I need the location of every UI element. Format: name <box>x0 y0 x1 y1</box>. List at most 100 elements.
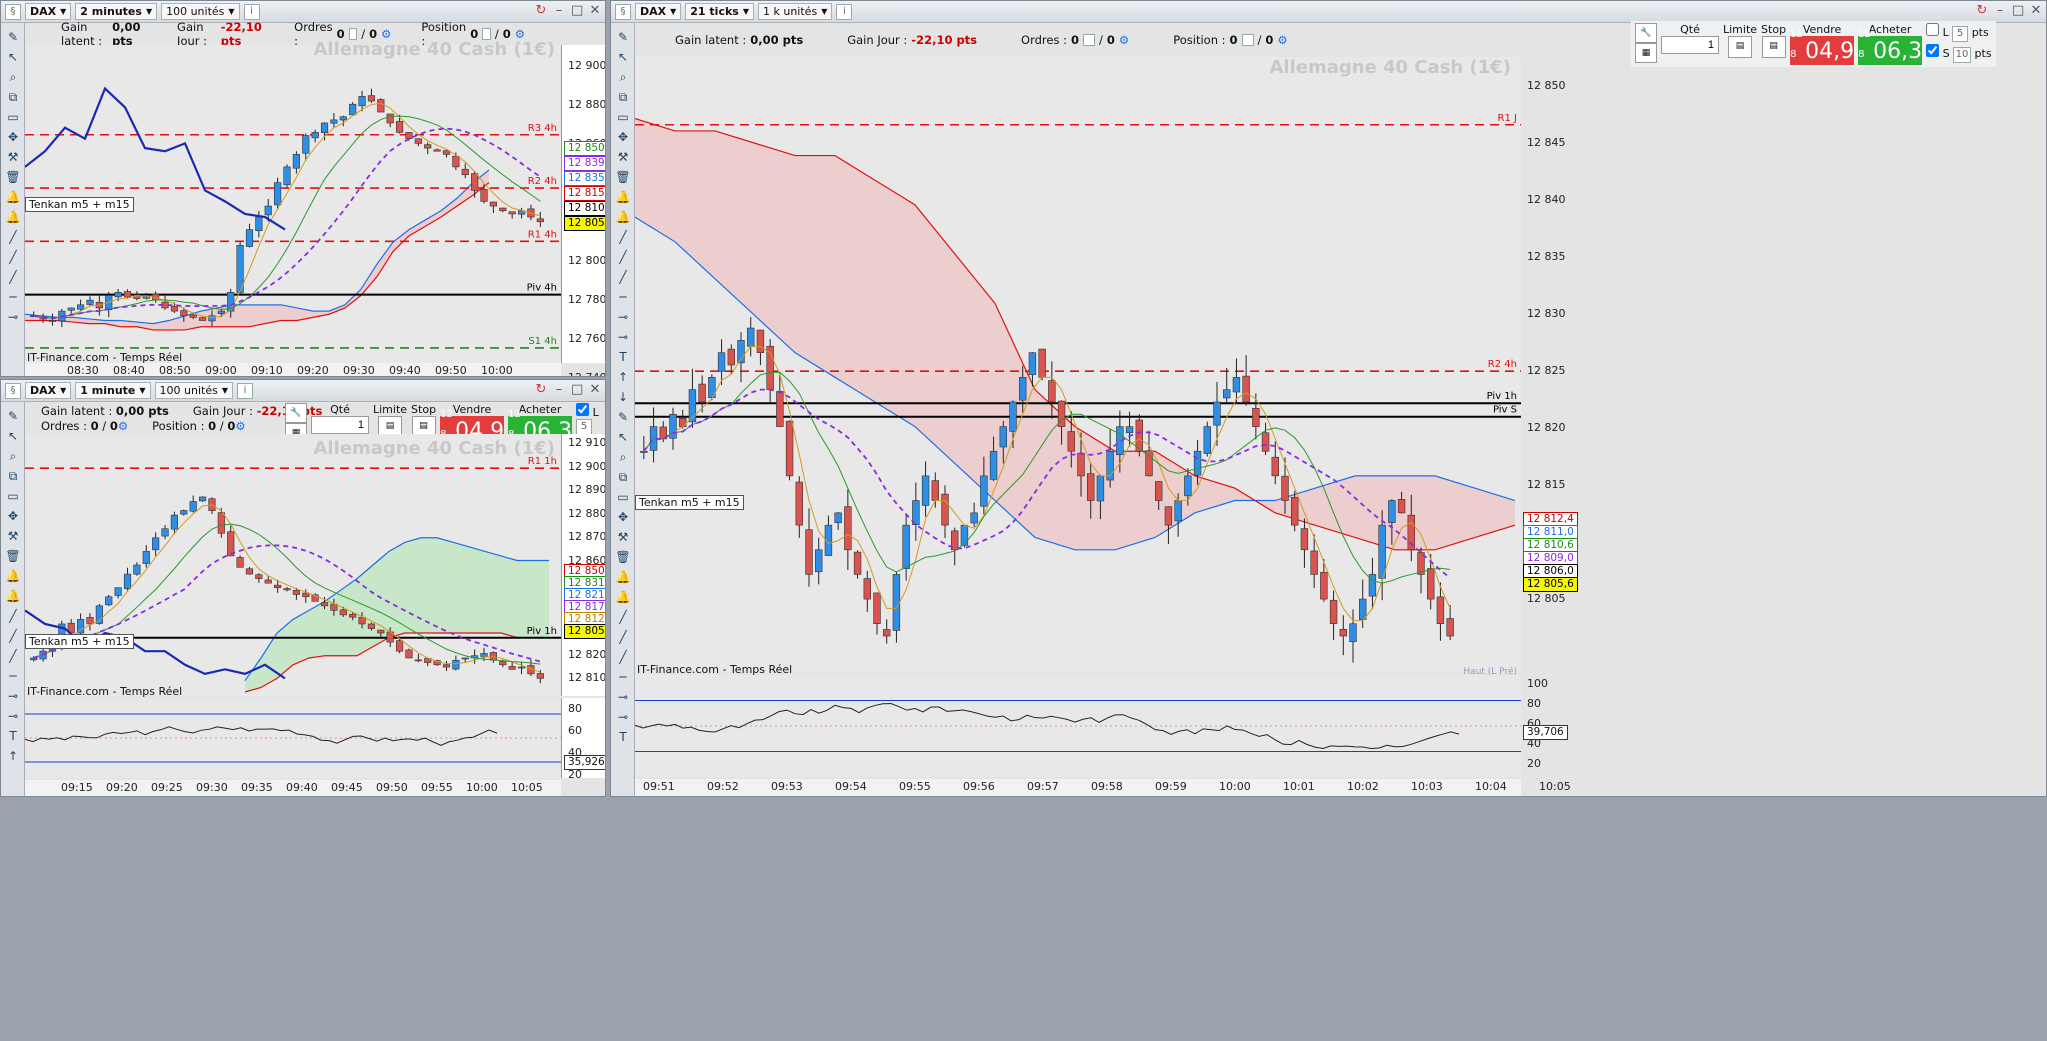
alert-icon[interactable]: 🔔 <box>5 569 21 583</box>
l-pts-input[interactable]: 5 <box>1952 26 1969 42</box>
link-icon[interactable]: § <box>5 382 21 399</box>
alert-icon[interactable]: 🔔 <box>5 190 21 204</box>
info-icon[interactable]: i <box>237 382 254 399</box>
zoom-icon[interactable]: ⌕ <box>9 70 17 84</box>
ruler-icon[interactable]: ▭ <box>617 490 629 504</box>
maximize-icon[interactable]: □ <box>571 382 584 397</box>
ruler-icon[interactable]: ▭ <box>7 110 19 124</box>
trend-icon[interactable]: ╱ <box>619 250 627 264</box>
level-icon[interactable]: ⊸ <box>7 310 19 324</box>
l-pts-input[interactable]: 5 <box>576 419 593 435</box>
link-icon[interactable]: § <box>5 3 21 20</box>
arrow-down-icon[interactable]: ↓ <box>617 390 629 404</box>
minimize-icon[interactable]: – <box>555 3 563 18</box>
cursor-icon[interactable]: ↖ <box>7 429 19 443</box>
position-icon[interactable] <box>1241 34 1254 46</box>
orders-link-icon[interactable]: ⚙ <box>117 419 129 433</box>
qty-input[interactable] <box>1661 36 1719 54</box>
units-select[interactable]: 100 unités ▼ <box>161 3 240 20</box>
move-icon[interactable]: ✥ <box>7 130 19 144</box>
maximize-icon[interactable]: □ <box>2012 3 2025 18</box>
line-icon[interactable]: ╱ <box>619 610 627 624</box>
copy-icon[interactable]: ⧉ <box>8 90 18 104</box>
magnet-icon[interactable]: ⚒ <box>7 529 19 543</box>
magnet-icon[interactable]: ⚒ <box>617 150 629 164</box>
s-checkbox[interactable] <box>1926 44 1940 57</box>
trash-icon[interactable]: 🗑 <box>5 549 21 563</box>
magnet-icon[interactable]: ⚒ <box>7 150 19 164</box>
instrument-select[interactable]: DAX ▼ <box>25 382 72 399</box>
hline-icon[interactable]: ─ <box>9 669 17 683</box>
wrench-icon[interactable]: 🔧 <box>1635 23 1657 43</box>
line-icon[interactable]: ╱ <box>9 230 17 244</box>
link-icon[interactable]: § <box>615 3 631 20</box>
orders-icon[interactable] <box>348 28 358 40</box>
cursor-icon[interactable]: ↖ <box>7 50 19 64</box>
keypad-icon[interactable]: ▦ <box>1635 43 1657 63</box>
alert-bell-icon[interactable]: 🔔 <box>615 210 631 224</box>
limit-order-button[interactable]: ▤ <box>1728 36 1753 58</box>
orders-link-icon[interactable]: ⚙ <box>381 27 392 41</box>
position-link-icon[interactable]: ⚙ <box>1277 33 1288 47</box>
instrument-select[interactable]: DAX ▼ <box>25 3 72 20</box>
refresh-icon[interactable]: ↻ <box>1976 3 1988 18</box>
period-select[interactable]: 1 minute ▼ <box>75 382 151 399</box>
stop-line-icon[interactable]: ⊸ <box>617 330 629 344</box>
ray-icon[interactable]: ╱ <box>619 650 627 664</box>
refresh-icon[interactable]: ↻ <box>535 3 547 18</box>
level-icon[interactable]: ⊸ <box>617 310 629 324</box>
copy-icon[interactable]: ⧉ <box>618 90 628 104</box>
arrow-up-icon[interactable]: ↑ <box>617 370 629 384</box>
text-icon[interactable]: T <box>619 730 627 744</box>
ray-icon[interactable]: ╱ <box>9 649 17 663</box>
zoom-icon[interactable]: ⌕ <box>619 70 627 84</box>
magnet-icon[interactable]: ⚒ <box>617 530 629 544</box>
instrument-select[interactable]: DAX ▼ <box>635 3 682 20</box>
copy-icon[interactable]: ⧉ <box>8 469 18 483</box>
pencil-icon[interactable]: ✎ <box>7 409 19 423</box>
trend-icon[interactable]: ╱ <box>9 250 17 264</box>
qty-input[interactable] <box>311 416 369 434</box>
line-icon[interactable]: ╱ <box>9 609 17 623</box>
position-icon[interactable] <box>482 28 491 40</box>
wrench-icon[interactable]: 🔧 <box>285 403 307 423</box>
minimize-icon[interactable]: – <box>1996 3 2004 18</box>
zoom-icon[interactable]: ⌕ <box>619 450 627 464</box>
trash-icon[interactable]: 🗑 <box>615 170 631 184</box>
alert-bell-icon[interactable]: 🔔 <box>5 589 21 603</box>
refresh-icon[interactable]: ↻ <box>535 382 547 397</box>
orders-link-icon[interactable]: ⚙ <box>1118 33 1130 47</box>
trend-icon[interactable]: ╱ <box>619 630 627 644</box>
pencil-icon[interactable]: ✎ <box>617 30 629 44</box>
pencil-icon[interactable]: ✎ <box>7 30 19 44</box>
l-checkbox[interactable] <box>1926 23 1940 36</box>
zoom-icon[interactable]: ⌕ <box>9 449 17 463</box>
close-icon[interactable]: ✕ <box>589 3 601 18</box>
alert-icon[interactable]: 🔔 <box>615 190 631 204</box>
level-icon[interactable]: ⊸ <box>617 690 629 704</box>
period-select[interactable]: 21 ticks ▼ <box>685 3 754 20</box>
position-link-icon[interactable]: ⚙ <box>235 419 246 433</box>
ray-icon[interactable]: ╱ <box>9 270 17 284</box>
move-icon[interactable]: ✥ <box>617 130 629 144</box>
info-icon[interactable]: i <box>243 3 260 20</box>
text-icon[interactable]: T <box>9 729 17 743</box>
alert-bell-icon[interactable]: 🔔 <box>5 210 21 224</box>
alert-icon[interactable]: 🔔 <box>615 570 631 584</box>
stop-line-icon[interactable]: ⊸ <box>7 709 19 723</box>
ray-icon[interactable]: ╱ <box>619 270 627 284</box>
maximize-icon[interactable]: □ <box>571 3 584 18</box>
period-select[interactable]: 2 minutes ▼ <box>75 3 158 20</box>
minimize-icon[interactable]: – <box>555 382 563 397</box>
arrow-up-icon[interactable]: ↑ <box>7 749 19 763</box>
hline-icon[interactable]: ─ <box>619 290 627 304</box>
ruler-icon[interactable]: ▭ <box>617 110 629 124</box>
trend-icon[interactable]: ╱ <box>9 629 17 643</box>
close-icon[interactable]: ✕ <box>2030 3 2042 18</box>
limit-order-button[interactable]: ▤ <box>378 416 403 438</box>
pencil-icon[interactable]: ✎ <box>617 410 629 424</box>
level-icon[interactable]: ⊸ <box>7 689 19 703</box>
stop-line-icon[interactable]: ⊸ <box>617 710 629 724</box>
